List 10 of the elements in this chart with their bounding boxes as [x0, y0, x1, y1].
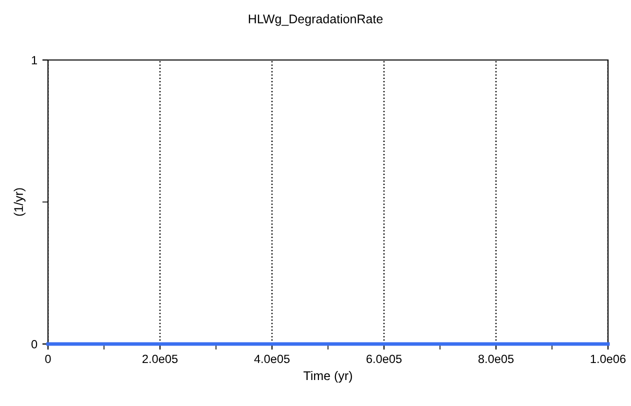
y-axis-title: (1/yr): [14, 188, 26, 216]
x-tick-label: 0: [45, 354, 51, 364]
chart-title: HLWg_DegradationRate: [248, 14, 383, 26]
x-tick-label: 6.0e05: [366, 354, 402, 364]
x-tick-label: 4.0e05: [254, 354, 290, 364]
x-axis-title: Time (yr): [304, 370, 352, 383]
x-tick-label: 2.0e05: [142, 354, 178, 364]
y-tick-label: 1: [32, 56, 38, 64]
x-tick-label: 8.0e05: [478, 354, 514, 364]
x-tick-label: 1.0e06: [590, 354, 626, 364]
